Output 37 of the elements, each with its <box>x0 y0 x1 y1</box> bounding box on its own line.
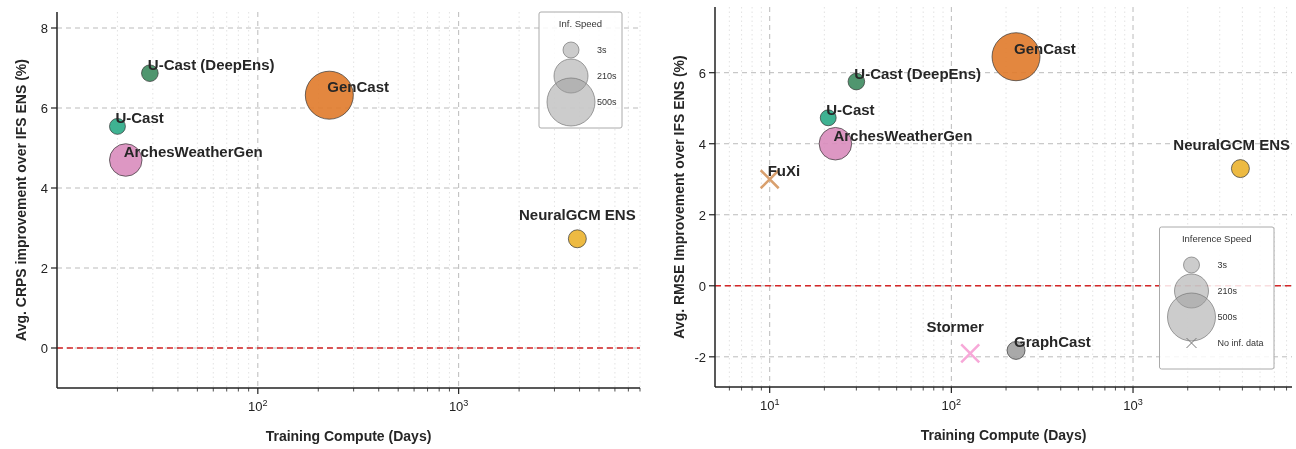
series-label: NeuralGCM ENS <box>1173 135 1290 153</box>
x-axis-title: Training Compute (Days) <box>920 427 1087 443</box>
legend-title: Inf. Speed <box>558 18 603 29</box>
y-tick-label: 8 <box>40 21 48 36</box>
y-tick-label: 0 <box>40 341 48 356</box>
x-tick-label: 10$^{3}$ <box>448 398 469 414</box>
y-axis-title: Avg. CRPS improvement over IFS ENS (%) <box>13 59 29 341</box>
series-label: U-Cast (DeepEns) <box>854 64 982 82</box>
series-label: U-Cast <box>826 100 875 118</box>
series-label: NeuralGCM ENS <box>518 205 636 223</box>
x-tick-label: 10$^{1}$ <box>759 397 780 413</box>
series-label: Stormer <box>926 318 985 336</box>
annotation: 210s <box>1217 286 1238 296</box>
annotation: 500s <box>1217 312 1238 322</box>
annotation: No inf. data <box>1217 338 1264 348</box>
series-label: GraphCast <box>1014 333 1091 351</box>
annotation: 210s <box>597 71 618 81</box>
y-tick-label: 6 <box>698 65 706 81</box>
y-tick-label: 4 <box>698 136 706 152</box>
x-tick-label: 10$^{3}$ <box>1123 397 1143 413</box>
y-axis-title: Avg. RMSE Improvement over IFS ENS (%) <box>671 55 687 339</box>
legend-title: Inference Speed <box>1181 233 1252 244</box>
y-tick-label: 2 <box>40 261 48 276</box>
annotation: 500s <box>597 97 618 107</box>
x-tick-label: 10$^{2}$ <box>941 397 962 413</box>
y-tick-label: -2 <box>694 349 706 365</box>
y-tick-label: 6 <box>40 101 48 116</box>
series-label: U-Cast (DeepEns) <box>147 56 275 74</box>
annotation: 3s <box>1217 260 1228 270</box>
x-axis-title: Training Compute (Days) <box>265 428 432 444</box>
annotation: 3s <box>597 45 608 55</box>
series-label: U-Cast <box>115 109 164 127</box>
x-tick-label: 10$^{2}$ <box>248 398 268 414</box>
y-tick-label: 0 <box>698 278 706 294</box>
series-label: FuXi <box>767 162 801 180</box>
y-tick-label: 4 <box>40 181 48 196</box>
y-tick-label: 2 <box>698 207 706 223</box>
